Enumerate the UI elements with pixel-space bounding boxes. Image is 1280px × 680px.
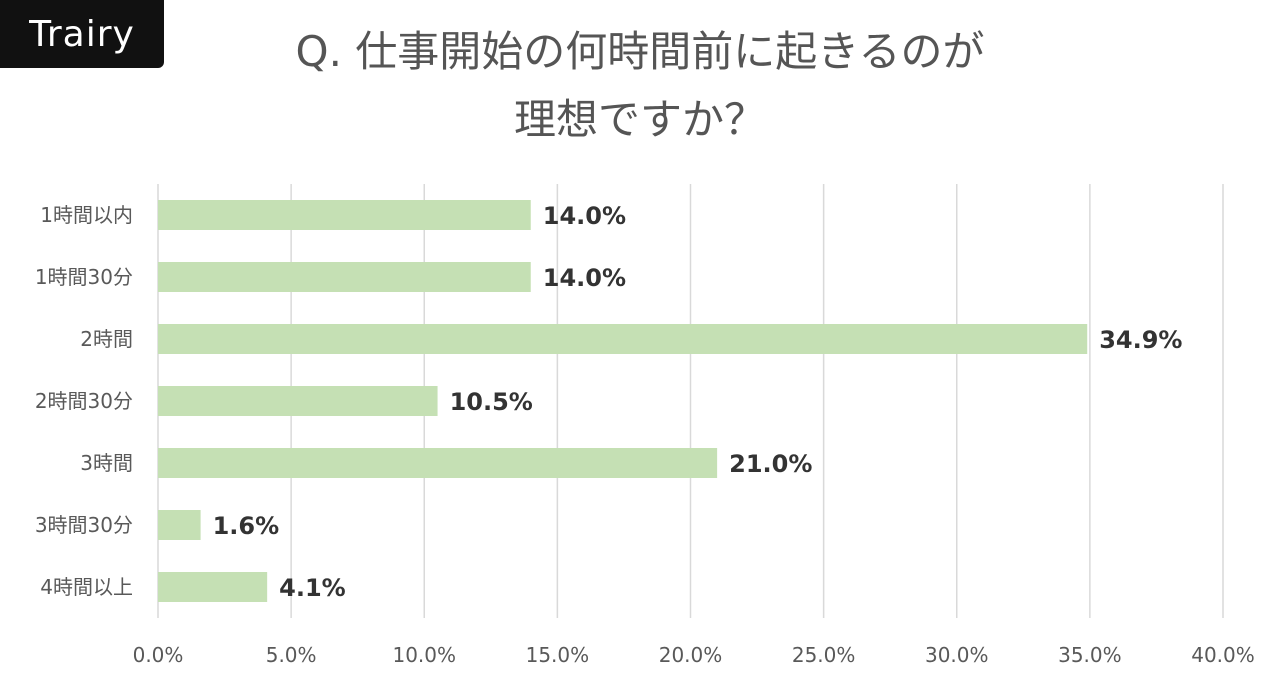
- x-tick-label: 20.0%: [659, 643, 723, 667]
- x-tick-label: 40.0%: [1191, 643, 1255, 667]
- data-label: 4.1%: [279, 574, 346, 602]
- bar: [158, 200, 531, 230]
- chart-title: Q. 仕事開始の何時間前に起きるのが 理想ですか？: [0, 18, 1280, 154]
- data-label: 1.6%: [213, 512, 280, 540]
- chart-title-line2: 理想ですか？: [513, 95, 766, 144]
- y-tick-label: 3時間: [80, 451, 133, 475]
- chart-title-line1: Q. 仕事開始の何時間前に起きるのが: [295, 27, 985, 76]
- bar: [158, 262, 531, 292]
- data-label: 21.0%: [729, 450, 812, 478]
- x-tick-label: 30.0%: [925, 643, 989, 667]
- x-tick-label: 15.0%: [526, 643, 590, 667]
- data-label: 10.5%: [450, 388, 533, 416]
- bar: [158, 324, 1088, 354]
- data-label: 14.0%: [543, 264, 626, 292]
- data-label: 14.0%: [543, 202, 626, 230]
- y-tick-label: 2時間: [80, 327, 133, 351]
- x-tick-label: 5.0%: [266, 643, 317, 667]
- bar: [158, 448, 718, 478]
- data-label: 34.9%: [1099, 326, 1182, 354]
- x-tick-label: 0.0%: [133, 643, 184, 667]
- bar: [158, 510, 201, 540]
- y-tick-label: 3時間30分: [35, 513, 133, 537]
- brand-logo: Trairy: [0, 0, 164, 68]
- y-tick-label: 1時間30分: [35, 265, 133, 289]
- bar: [158, 386, 438, 416]
- brand-logo-text: Trairy: [29, 13, 135, 55]
- y-tick-label: 4時間以上: [40, 575, 133, 599]
- x-tick-label: 35.0%: [1058, 643, 1122, 667]
- x-tick-label: 25.0%: [792, 643, 856, 667]
- y-tick-label: 2時間30分: [35, 389, 133, 413]
- x-tick-label: 10.0%: [392, 643, 456, 667]
- bar: [158, 572, 268, 602]
- y-tick-label: 1時間以内: [40, 203, 133, 227]
